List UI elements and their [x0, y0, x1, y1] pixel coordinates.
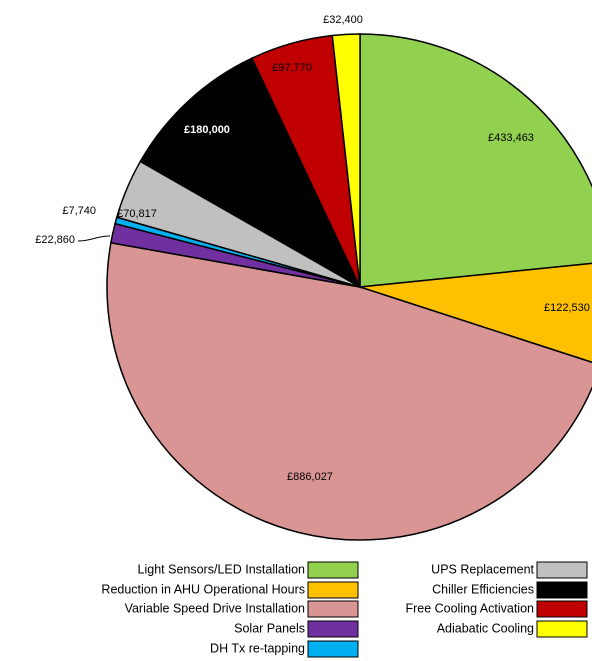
- legend-swatch: [307, 640, 359, 658]
- pie-slice: [359, 33, 592, 288]
- value-label: £886,027: [287, 471, 333, 483]
- value-label: £70,817: [117, 208, 157, 220]
- legend-label: Variable Speed Drive Installation: [125, 601, 305, 615]
- value-label: £97,770: [272, 62, 312, 74]
- pie-slice: [139, 57, 362, 289]
- pie-slice: [331, 33, 361, 288]
- legend-swatch: [536, 561, 588, 579]
- value-label: £180,000: [184, 124, 230, 136]
- legend-swatch: [307, 620, 359, 638]
- legend-swatch: [536, 581, 588, 599]
- legend-label: Adiabatic Cooling: [437, 621, 534, 635]
- value-label: £433,463: [488, 132, 534, 144]
- legend-label: DH Tx re-tapping: [210, 641, 305, 655]
- value-label: £122,530: [544, 302, 590, 314]
- value-label: £22,860: [35, 234, 75, 246]
- legend-label: Solar Panels: [234, 621, 305, 635]
- legend-label: Reduction in AHU Operational Hours: [101, 582, 305, 596]
- legend-swatch: [307, 600, 359, 618]
- legend-label: UPS Replacement: [431, 562, 534, 576]
- legend-swatch: [536, 620, 588, 638]
- pie-slice: [359, 262, 592, 364]
- legend-label: Chiller Efficiencies: [432, 582, 534, 596]
- legend-label: Light Sensors/LED Installation: [138, 562, 306, 576]
- leader-line: [77, 235, 111, 242]
- legend-swatch: [307, 561, 359, 579]
- legend-label: Free Cooling Activation: [405, 601, 534, 615]
- value-label: £32,400: [323, 14, 363, 26]
- legend-swatch: [536, 600, 588, 618]
- legend-swatch: [307, 581, 359, 599]
- pie-slice: [106, 241, 592, 541]
- value-label: £7,740: [62, 205, 96, 217]
